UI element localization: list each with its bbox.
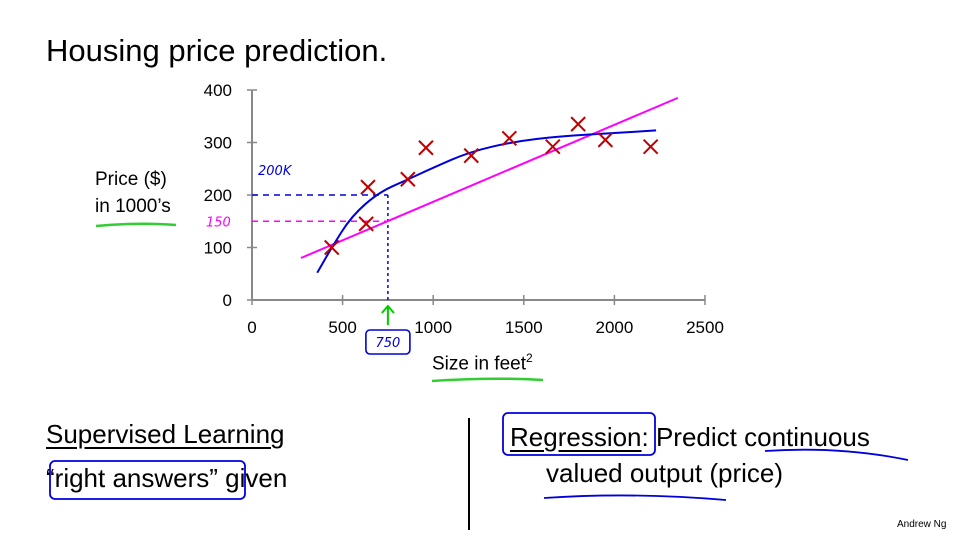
data-point — [570, 116, 586, 132]
y-tick-label: 200 — [204, 186, 232, 205]
data-point — [545, 138, 561, 155]
y-axis-label-line1: Price ($) — [95, 169, 167, 190]
query-box — [365, 329, 411, 355]
data-point — [501, 130, 518, 147]
supervised-learning-heading: Supervised Learning — [46, 419, 285, 449]
annotation-150: 150 — [206, 215, 231, 230]
linear-fit-line — [300, 96, 679, 259]
x-tick-label: 0 — [247, 318, 256, 337]
x-axis-label-text: Size in feet — [432, 353, 526, 375]
continuous-underline — [764, 448, 909, 461]
author-credit: Andrew Ng — [897, 519, 947, 530]
x-axis-label: Size in feet2 — [432, 351, 533, 375]
data-point — [324, 239, 340, 256]
page-title: Housing price prediction. — [46, 33, 388, 68]
x-tick-label: 1000 — [414, 318, 452, 337]
x-tick-label: 2500 — [686, 318, 724, 337]
divider — [468, 418, 470, 530]
y-axis-label-line2: in 1000’s — [95, 196, 171, 217]
x-tick-label: 2000 — [595, 318, 633, 337]
query-arrow-icon — [381, 304, 395, 325]
regression-keyword: Regression — [510, 422, 642, 452]
y-tick-label: 0 — [223, 291, 232, 310]
data-point — [642, 138, 659, 155]
annotation-750: 750 — [375, 336, 400, 351]
data-point — [358, 216, 374, 232]
xlabel-underline — [431, 377, 544, 383]
y-tick-label: 300 — [204, 134, 232, 153]
data-point — [360, 179, 376, 195]
data-point — [463, 147, 479, 164]
x-tick-label: 1500 — [505, 318, 543, 337]
data-point — [418, 140, 434, 156]
ylabel-underline — [95, 222, 177, 228]
x-tick-label: 500 — [328, 318, 356, 337]
right-answers-box — [49, 460, 246, 500]
data-point — [597, 132, 614, 148]
valued-output-underline — [543, 494, 727, 501]
y-tick-label: 100 — [204, 239, 232, 258]
regression-box — [502, 412, 656, 456]
y-axis-label: Price ($) in 1000’s — [95, 166, 171, 220]
y-tick-label: 400 — [204, 81, 232, 100]
x-axis-label-sup: 2 — [526, 351, 533, 365]
annotation-200k: 200K — [258, 164, 293, 179]
data-point — [400, 171, 416, 187]
curve-fit-line — [316, 129, 657, 274]
regression-rest: : Predict continuous — [641, 422, 870, 452]
right-answers-text: “right answers” given — [46, 463, 288, 493]
regression-text: Regression: Predict continuous valued ou… — [510, 419, 930, 491]
regression-line2: valued output (price) — [546, 458, 784, 488]
